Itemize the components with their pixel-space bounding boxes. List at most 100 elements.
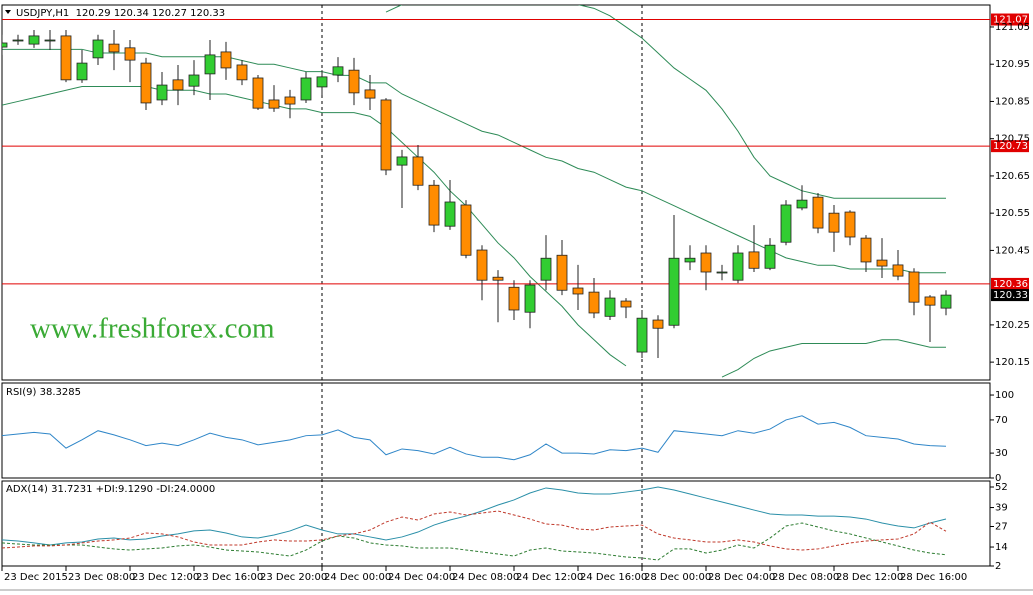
level-label: 121.07 [993, 15, 1028, 26]
candle-body [252, 77, 264, 109]
x-tick-label: 24 Dec 00:00 [324, 572, 391, 583]
plot-area [2, 5, 990, 378]
candle-body [636, 317, 648, 353]
candle-body [732, 252, 744, 281]
candle-body [796, 199, 808, 209]
adx-title: ADX(14) 31.7231 +DI:9.1290 -DI:24.0000 [6, 484, 215, 495]
x-tick-label: 28 Dec 16:00 [900, 572, 967, 583]
y-tick-label: 120.25 [995, 320, 1030, 331]
plot-area [2, 486, 947, 561]
candle-body [204, 54, 216, 75]
y-tick-label: 120.45 [995, 245, 1030, 256]
candle-body [444, 201, 456, 227]
indicator-line [2, 415, 947, 461]
candle-body [460, 204, 472, 256]
candle-body [940, 294, 952, 309]
menu-arrow[interactable] [5, 10, 11, 14]
x-tick-label: 23 Dec 16:00 [196, 572, 263, 583]
candle-body [220, 51, 232, 69]
rsi-title: RSI(9) 38.3285 [6, 387, 81, 398]
candle-body [412, 156, 424, 186]
candle-body [556, 254, 568, 291]
candle-body [332, 66, 344, 76]
x-tick-label: 28 Dec 04:00 [708, 572, 775, 583]
candle-body [924, 296, 936, 306]
price-box [991, 289, 1029, 302]
candle-body [156, 84, 168, 101]
candle-body [540, 257, 552, 281]
y-tick-label: 120.65 [995, 171, 1030, 182]
price-label: 120.33 [993, 290, 1028, 301]
candle-body [620, 300, 632, 308]
candle-body [108, 43, 120, 53]
candle-body [908, 271, 920, 303]
level-box [991, 13, 1029, 26]
candle-body [876, 259, 888, 267]
x-tick-label: 28 Dec 00:00 [644, 572, 711, 583]
candle-body [428, 184, 440, 226]
candle-body [780, 204, 792, 243]
candle-body [300, 77, 312, 101]
candle-body [140, 62, 152, 104]
candle-body [492, 276, 504, 281]
x-tick-label: 23 Dec 08:00 [68, 572, 135, 583]
x-tick-label: 24 Dec 16:00 [580, 572, 647, 583]
candle-body [396, 156, 408, 166]
y-tick-label: 70 [995, 415, 1008, 426]
candle-body [364, 89, 376, 99]
level-box [991, 277, 1029, 290]
watermark: www.freshforex.com [30, 313, 275, 345]
indicator-line [2, 86, 946, 378]
candle-body [92, 39, 104, 59]
candle-body [572, 287, 584, 295]
candle-body [172, 79, 184, 91]
candle-body [268, 99, 280, 109]
y-tick-label: 120.85 [995, 96, 1030, 107]
candle-body [28, 35, 40, 45]
y-tick-label: 14 [995, 542, 1008, 553]
candle-body [44, 39, 56, 42]
level-label: 120.73 [993, 141, 1028, 152]
indicator-line [2, 522, 947, 561]
candle-body [588, 291, 600, 314]
chart-title: USDJPY,H1 120.29 120.34 120.27 120.33 [16, 8, 225, 19]
x-tick-label: 23 Dec 20:00 [260, 572, 327, 583]
y-tick-label: 120.95 [995, 59, 1030, 70]
x-tick-label: 28 Dec 12:00 [836, 572, 903, 583]
candle-body [748, 251, 760, 269]
indicator-line [385, 5, 946, 199]
candle-body [2, 42, 8, 48]
candle-body [284, 96, 296, 105]
candle-body [652, 319, 664, 329]
candle-body [60, 35, 72, 81]
indicator-line [2, 48, 946, 274]
candle-body [12, 39, 24, 42]
candle-body [236, 64, 248, 81]
y-tick-label: 52 [995, 482, 1008, 493]
candle-body [316, 76, 328, 88]
candle-body [684, 257, 696, 263]
level-label: 120.36 [993, 279, 1028, 290]
x-tick-label: 24 Dec 12:00 [516, 572, 583, 583]
candle-body [668, 257, 680, 326]
candle-body [812, 196, 824, 229]
y-tick-label: 27 [995, 522, 1008, 533]
candle-body [860, 237, 872, 263]
indicator-line [2, 510, 947, 551]
candle-body [508, 286, 520, 311]
y-tick-label: 30 [995, 448, 1008, 459]
y-tick-label: 100 [995, 390, 1014, 401]
candle-body [124, 47, 136, 61]
rsi-panel [1, 382, 991, 479]
adx-panel [1, 480, 991, 567]
candle-body [524, 284, 536, 313]
x-tick-label: 24 Dec 08:00 [452, 572, 519, 583]
x-tick-label: 23 Dec 2015 [4, 572, 68, 583]
x-tick-label: 24 Dec 04:00 [388, 572, 455, 583]
candle-body [844, 211, 856, 238]
plot-area [2, 415, 947, 461]
candle-body [380, 99, 392, 171]
y-tick-label: 2 [995, 561, 1001, 572]
